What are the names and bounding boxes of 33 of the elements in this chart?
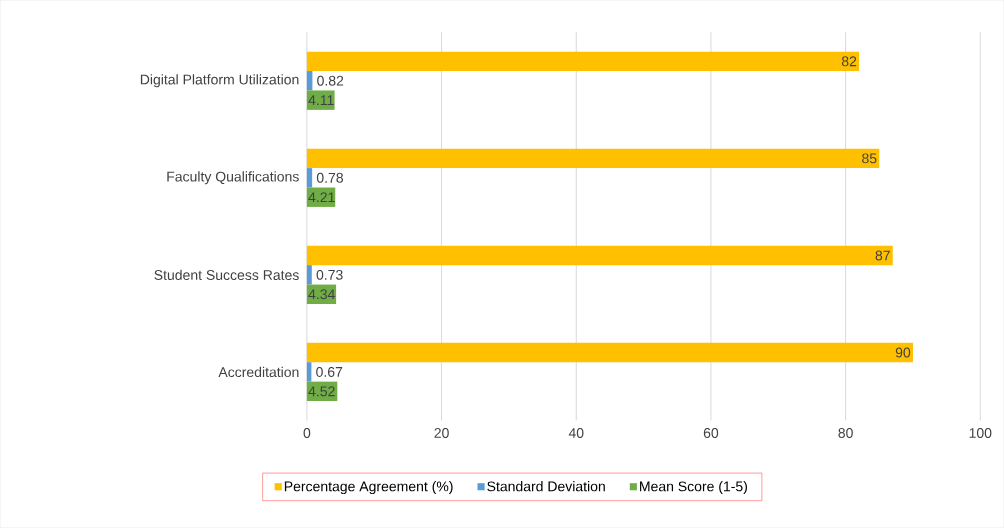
y-tick-label: Faculty Qualifications	[167, 171, 299, 185]
legend-label: Mean Score (1-5)	[640, 481, 747, 495]
bar	[306, 90, 335, 111]
bar	[306, 265, 312, 285]
data-label: 0.78	[316, 172, 343, 183]
bar	[306, 51, 860, 72]
y-tick-label: Student Success Rates	[154, 269, 299, 281]
x-tick-label: 60	[703, 428, 719, 439]
x-tick-label: 40	[568, 428, 584, 439]
data-label: 90	[895, 347, 911, 358]
data-label: 4.52	[308, 386, 335, 397]
bar	[306, 362, 312, 382]
x-tick-label: 0	[303, 428, 311, 439]
bar	[306, 168, 313, 188]
x-tick-label: 100	[969, 428, 992, 439]
data-label: 4.21	[308, 192, 335, 203]
bar	[306, 245, 893, 266]
data-label: 0.82	[317, 75, 344, 86]
data-label: 0.73	[316, 270, 343, 280]
bar	[306, 342, 913, 363]
data-label: 4.34	[308, 289, 335, 300]
legend-label: Standard Deviation	[487, 481, 605, 492]
y-tick-label: Digital Platform Utilization	[140, 74, 299, 88]
bar	[306, 148, 880, 169]
x-tick-label: 80	[838, 428, 853, 439]
data-label: 0.67	[316, 367, 343, 378]
y-tick-label: Accreditation	[218, 366, 299, 378]
x-tick-label: 20	[434, 428, 449, 439]
data-label: 85	[862, 153, 877, 164]
legend-label: Percentage Agreement (%)	[284, 481, 453, 495]
data-label: 87	[875, 250, 890, 261]
data-label: 82	[841, 56, 857, 67]
data-label: 4.11	[308, 95, 334, 106]
